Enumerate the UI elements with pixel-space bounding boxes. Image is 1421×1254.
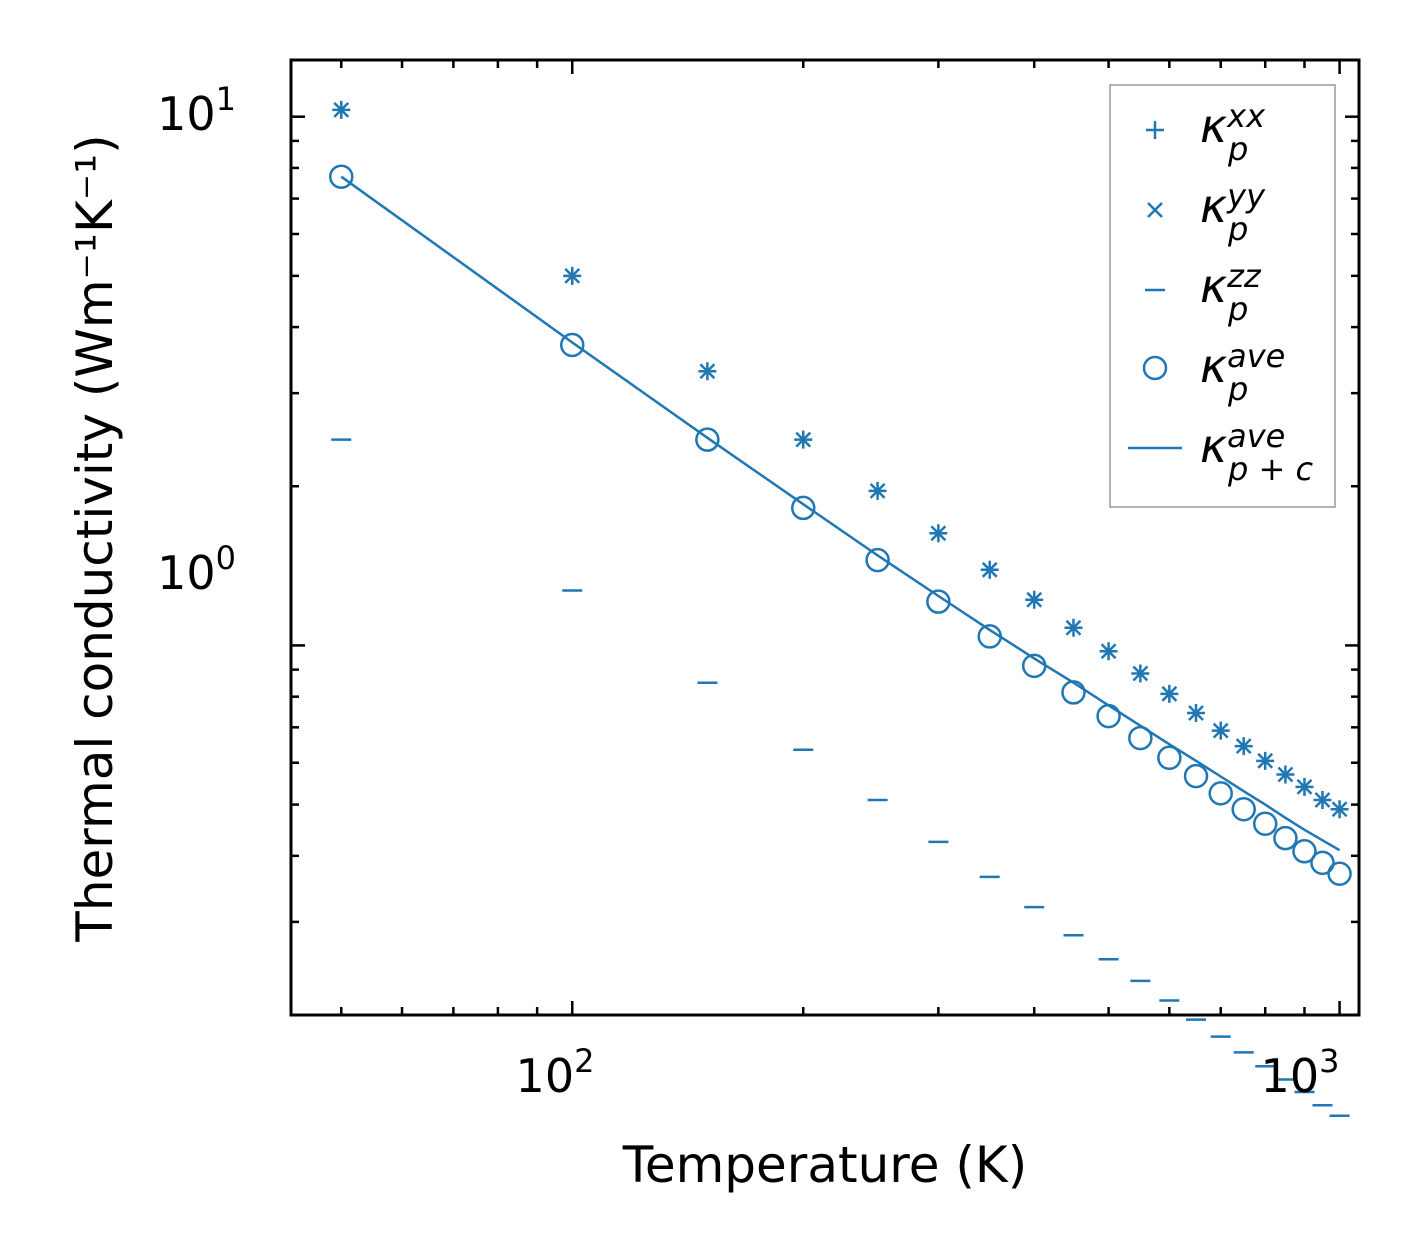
data-point-kyy xyxy=(1026,591,1043,608)
data-point-kyy xyxy=(869,483,886,499)
data-point-kyy xyxy=(1161,685,1178,702)
x-tick-label-exp: 2 xyxy=(574,1042,594,1080)
data-point-kave xyxy=(1327,861,1352,886)
data-point-kyy xyxy=(930,525,947,542)
data-point-kyy xyxy=(1331,801,1348,818)
legend-superscript: ave xyxy=(1227,417,1285,455)
legend-superscript: yy xyxy=(1226,177,1266,215)
legend-symbol: κ xyxy=(1200,179,1227,233)
legend-subscript: p xyxy=(1227,210,1248,248)
data-point-kave xyxy=(1208,781,1233,806)
legend-symbol: κ xyxy=(1200,339,1227,393)
data-point-kave xyxy=(1292,839,1317,864)
data-point-kave xyxy=(790,495,816,521)
legend-subscript: p xyxy=(1227,130,1248,168)
legend-superscript: ave xyxy=(1227,337,1285,375)
data-point-kyy xyxy=(1314,792,1331,808)
data-point-kyy xyxy=(1235,738,1252,755)
data-point-kave xyxy=(560,332,585,358)
x-tick-label-base: 10 xyxy=(1261,1049,1320,1103)
data-point-kyy xyxy=(1296,779,1313,795)
legend-marker-kxx xyxy=(1146,121,1164,139)
data-point-kyy xyxy=(564,267,581,284)
data-point-kyy xyxy=(1212,722,1229,739)
series-layer xyxy=(329,100,1352,1117)
data-point-kave xyxy=(865,547,890,573)
legend-subscript: p xyxy=(1227,370,1248,408)
x-tick-label-exp: 3 xyxy=(1319,1042,1339,1080)
series-kzz xyxy=(331,438,1350,1117)
data-point-kyy xyxy=(1065,619,1082,636)
legend-frame xyxy=(1109,84,1336,508)
series-kave_pc xyxy=(340,175,1341,852)
data-point-kave xyxy=(695,427,720,452)
legend-superscript: zz xyxy=(1226,257,1262,295)
data-point-kyy xyxy=(1100,643,1117,660)
legend-marker-kave xyxy=(1142,355,1168,381)
legend-symbol: κ xyxy=(1200,99,1227,153)
data-point-kave xyxy=(329,164,354,189)
y-tick-label: 100 xyxy=(157,539,236,600)
plot-frame xyxy=(289,58,1361,1017)
legend-superscript: xx xyxy=(1226,97,1266,135)
data-point-kyy xyxy=(1132,665,1149,682)
y-tick-label-exp: 0 xyxy=(216,539,236,577)
data-point-kave xyxy=(926,589,951,614)
legend-symbol: κ xyxy=(1200,419,1227,473)
data-point-kave xyxy=(1273,825,1298,851)
legend-label-kave: κave p xyxy=(1200,337,1285,408)
data-point-kyy xyxy=(333,102,350,118)
data-point-kyy xyxy=(981,561,998,578)
data-point-kave xyxy=(1183,763,1209,789)
series-kyy xyxy=(333,102,1348,818)
legend: κxx p κyy p κzz p κave p κave p + c xyxy=(1109,84,1336,508)
data-point-kyy xyxy=(1257,752,1274,769)
legend-subscript: p xyxy=(1227,290,1248,328)
data-point-kave xyxy=(1157,745,1182,771)
data-point-kave xyxy=(1252,811,1278,836)
x-tick-label: 102 xyxy=(516,1042,595,1103)
series-line-kave_pc xyxy=(340,175,1341,852)
x-axis-title: Temperature (K) xyxy=(622,1136,1027,1194)
data-point-kyy xyxy=(1277,766,1294,783)
y-tick-label: 101 xyxy=(157,80,236,141)
data-point-kyy xyxy=(1188,705,1204,721)
data-point-kave xyxy=(1310,850,1335,876)
legend-marker-kyy xyxy=(1147,202,1163,218)
x-tick-label: 103 xyxy=(1261,1042,1340,1103)
legend-label-kxx: κxx p xyxy=(1200,97,1266,168)
legend-markers xyxy=(1128,121,1182,450)
y-tick-label-exp: 1 xyxy=(216,80,236,118)
legend-label-kzz: κzz p xyxy=(1200,257,1262,328)
major-ticks xyxy=(291,60,1359,1015)
legend-symbol: κ xyxy=(1200,259,1227,313)
y-tick-label-base: 10 xyxy=(157,546,216,600)
x-tick-label-base: 10 xyxy=(516,1049,575,1103)
y-tick-label-base: 10 xyxy=(157,87,216,141)
legend-label-kyy: κyy p xyxy=(1200,177,1266,248)
data-point-kave xyxy=(1231,796,1256,822)
legend-subscript: p + c xyxy=(1227,450,1313,488)
data-point-kyy xyxy=(795,431,812,448)
y-axis-title: Thermal conductivity (Wm⁻¹K⁻¹) xyxy=(66,134,124,942)
legend-label-kave-pc: κave p + c xyxy=(1200,417,1313,488)
data-point-kyy xyxy=(699,363,716,380)
